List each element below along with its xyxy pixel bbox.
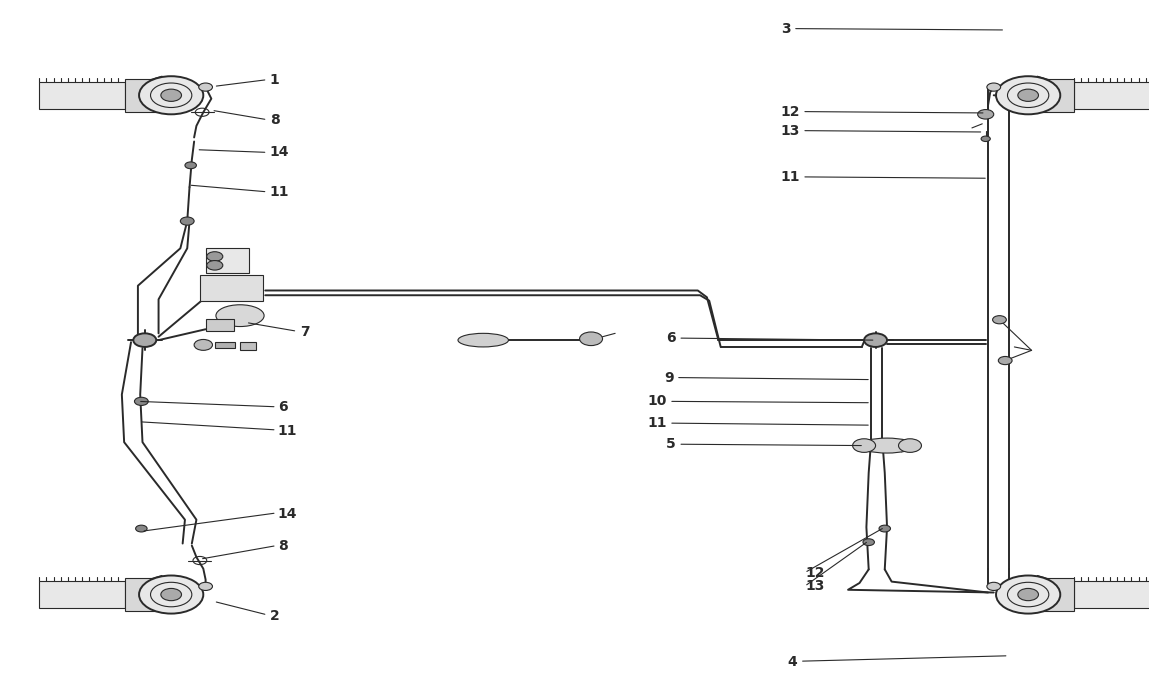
Circle shape xyxy=(996,76,1060,114)
Circle shape xyxy=(996,576,1060,613)
Circle shape xyxy=(1018,589,1038,600)
Circle shape xyxy=(987,83,1000,91)
Bar xyxy=(125,579,158,611)
Text: 11: 11 xyxy=(647,416,667,430)
Circle shape xyxy=(987,583,1000,591)
Bar xyxy=(1042,579,1074,611)
Bar xyxy=(1042,79,1074,111)
Circle shape xyxy=(161,89,182,101)
Text: 10: 10 xyxy=(647,394,667,408)
Circle shape xyxy=(998,357,1012,365)
Circle shape xyxy=(139,576,204,613)
Circle shape xyxy=(1018,89,1038,101)
Circle shape xyxy=(199,583,213,591)
Text: 4: 4 xyxy=(788,655,798,669)
Circle shape xyxy=(133,333,156,347)
Text: 5: 5 xyxy=(666,437,676,451)
Circle shape xyxy=(207,252,223,261)
Bar xyxy=(39,581,125,608)
Text: 13: 13 xyxy=(806,579,825,594)
Circle shape xyxy=(978,109,994,119)
Circle shape xyxy=(194,339,213,350)
Bar xyxy=(200,275,263,301)
Text: 9: 9 xyxy=(664,371,674,385)
Circle shape xyxy=(139,76,204,114)
Text: 11: 11 xyxy=(781,170,800,184)
Bar xyxy=(240,342,256,350)
Bar xyxy=(215,342,236,348)
Circle shape xyxy=(181,217,194,225)
Circle shape xyxy=(981,136,990,141)
Circle shape xyxy=(580,332,603,346)
Text: 3: 3 xyxy=(781,22,791,36)
Bar xyxy=(206,319,235,331)
Circle shape xyxy=(862,539,874,546)
Text: 7: 7 xyxy=(300,325,309,339)
Text: 12: 12 xyxy=(781,104,800,119)
Circle shape xyxy=(161,589,182,600)
Text: 6: 6 xyxy=(666,331,676,345)
Text: 14: 14 xyxy=(278,507,298,520)
Text: 8: 8 xyxy=(278,540,288,553)
Bar xyxy=(39,82,125,109)
Bar xyxy=(1074,581,1150,608)
Text: 8: 8 xyxy=(270,113,279,127)
Circle shape xyxy=(898,438,921,452)
Text: 12: 12 xyxy=(806,566,825,580)
Text: 2: 2 xyxy=(270,609,279,623)
Ellipse shape xyxy=(458,333,508,347)
Bar xyxy=(1074,82,1150,109)
Circle shape xyxy=(207,260,223,270)
Ellipse shape xyxy=(859,438,914,453)
Circle shape xyxy=(879,525,890,532)
Text: 13: 13 xyxy=(781,124,800,138)
Circle shape xyxy=(199,83,213,91)
Text: 1: 1 xyxy=(270,72,279,87)
Circle shape xyxy=(992,316,1006,324)
Circle shape xyxy=(185,162,197,169)
Bar xyxy=(125,79,158,111)
Ellipse shape xyxy=(216,305,264,326)
Text: 11: 11 xyxy=(278,424,298,438)
Circle shape xyxy=(135,398,148,406)
Bar xyxy=(206,248,250,273)
Text: 14: 14 xyxy=(270,145,290,159)
Circle shape xyxy=(852,438,875,452)
Circle shape xyxy=(136,525,147,532)
Circle shape xyxy=(864,333,887,347)
Text: 11: 11 xyxy=(270,185,290,199)
Text: 6: 6 xyxy=(278,400,288,415)
